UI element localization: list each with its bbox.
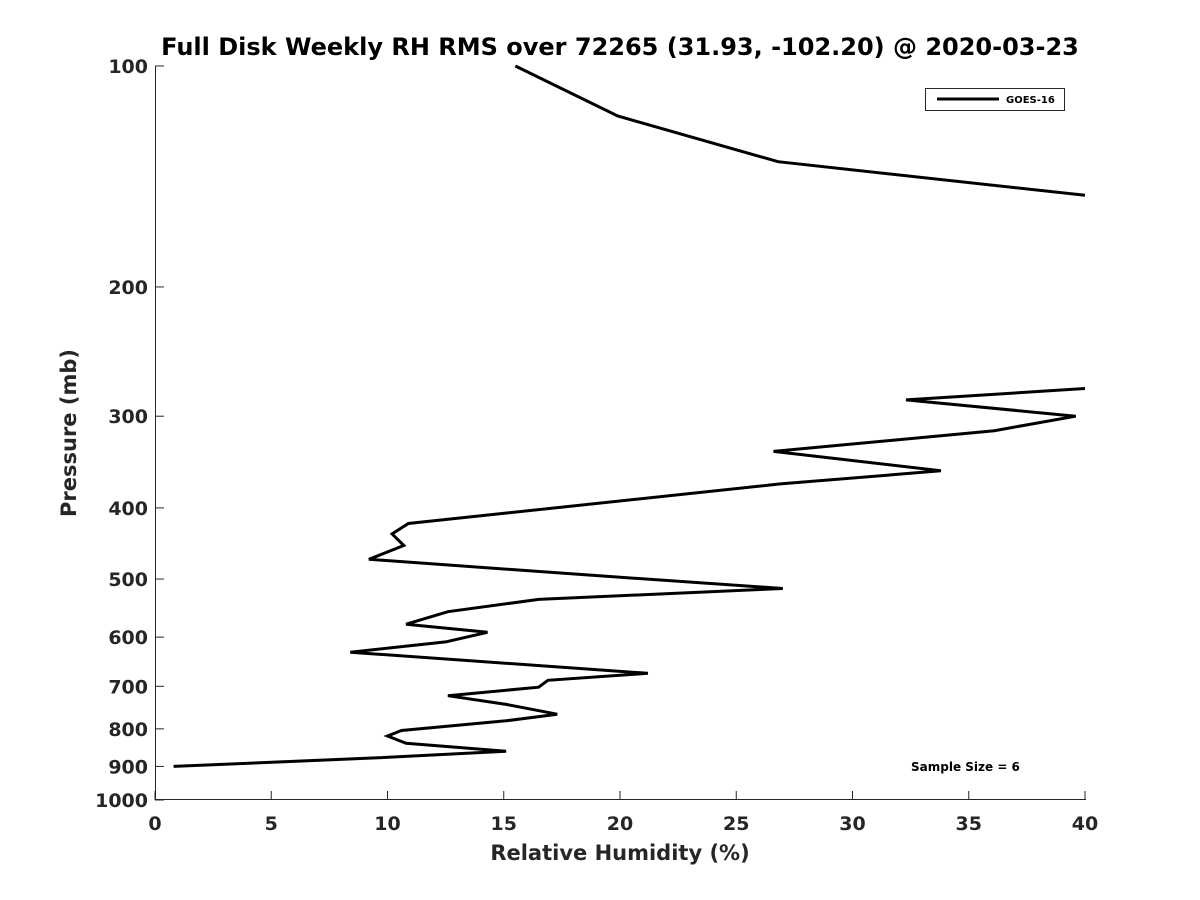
x-tick-label-0: 0: [148, 813, 161, 835]
series-layer: [173, 64, 1086, 768]
x-tick-label-40: 40: [1072, 813, 1098, 835]
y-tick-label-500: 500: [108, 569, 148, 591]
legend: GOES-16: [925, 88, 1065, 111]
x-tick-label-10: 10: [374, 813, 400, 835]
y-tick-label-400: 400: [108, 498, 148, 520]
x-axis: 0 5 10 15 20 25 30 35 40: [148, 791, 1098, 835]
y-tick-label-1000: 1000: [95, 790, 148, 812]
legend-label-goes-16: GOES-16: [1006, 95, 1055, 106]
x-tick-label-20: 20: [607, 813, 633, 835]
series-line-goes-16-segment-2: [173, 387, 1086, 768]
x-tick-label-35: 35: [956, 813, 982, 835]
x-tick-label-30: 30: [839, 813, 865, 835]
x-tick-label-15: 15: [491, 813, 517, 835]
y-tick-label-700: 700: [108, 676, 148, 698]
y-tick-label-600: 600: [108, 627, 148, 649]
y-tick-label-300: 300: [108, 406, 148, 428]
y-axis-label: Pressure (mb): [57, 349, 81, 517]
y-tick-label-900: 900: [108, 756, 148, 778]
y-tick-label-200: 200: [108, 277, 148, 299]
x-tick-label-25: 25: [723, 813, 749, 835]
series-line-goes-16-segment-1: [514, 64, 1086, 197]
sample-size-note: Sample Size = 6: [911, 760, 1020, 774]
y-tick-label-800: 800: [108, 719, 148, 741]
x-tick-label-5: 5: [265, 813, 278, 835]
chart-title: Full Disk Weekly RH RMS over 72265 (31.9…: [161, 33, 1079, 61]
y-axis: 100 200 300 400 500 600 700 800 900 1000: [95, 56, 164, 812]
x-axis-label: Relative Humidity (%): [490, 841, 749, 865]
y-tick-label-100: 100: [108, 56, 148, 78]
